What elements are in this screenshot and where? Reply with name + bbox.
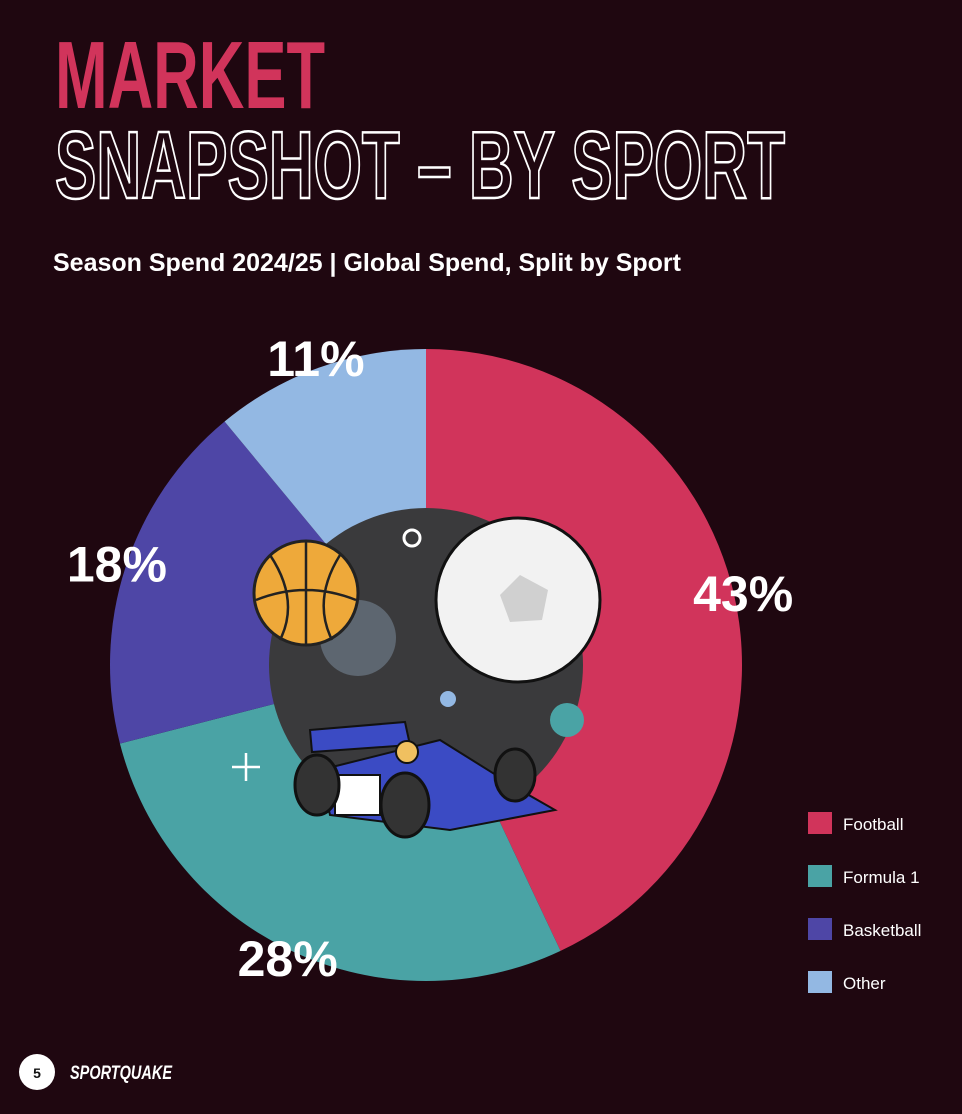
title-line-2: SNAPSHOT – BY SPORT xyxy=(55,112,785,219)
data-label: 28% xyxy=(238,931,338,987)
legend-label: Basketball xyxy=(843,921,921,940)
basketball-lines xyxy=(255,541,357,645)
legend-swatch xyxy=(808,918,832,940)
legend-label: Other xyxy=(843,974,886,993)
legend: Football Formula 1 Basketball Other xyxy=(808,812,921,993)
legend-swatch xyxy=(808,812,832,834)
legend-swatch xyxy=(808,971,832,993)
legend-label: Football xyxy=(843,815,903,834)
decor-dot xyxy=(440,691,456,707)
subtitle: Season Spend 2024/25 | Global Spend, Spl… xyxy=(53,249,682,277)
legend-label: Formula 1 xyxy=(843,868,920,887)
legend-swatch xyxy=(808,865,832,887)
title-line-1: MARKET xyxy=(55,22,325,129)
data-label: 43% xyxy=(693,566,793,622)
brand: SPORTQUAKE xyxy=(70,1063,173,1084)
decor-ring xyxy=(402,528,422,548)
page-number: 5 xyxy=(33,1065,41,1081)
race-car-icon xyxy=(293,720,558,839)
data-label: 11% xyxy=(267,331,364,387)
illustration xyxy=(232,508,602,839)
football-patch xyxy=(500,575,548,622)
data-label: 18% xyxy=(67,537,167,593)
decor-plus xyxy=(232,753,260,781)
decor-dot xyxy=(550,703,584,737)
page-badge xyxy=(19,1054,55,1090)
